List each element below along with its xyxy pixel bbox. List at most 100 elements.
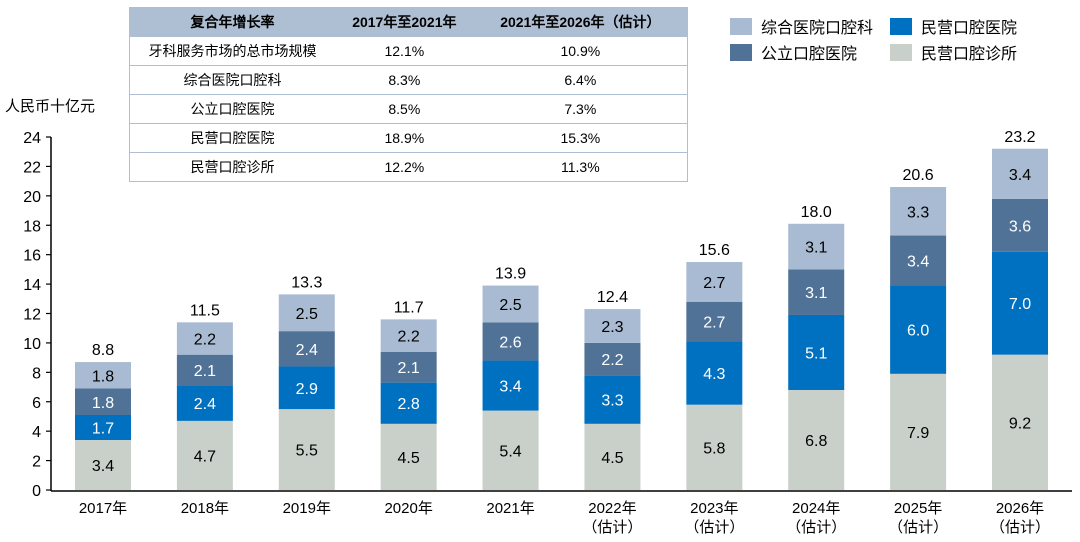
bar-value-label: 2.6 bbox=[499, 334, 521, 351]
bar-segment bbox=[380, 319, 437, 352]
cagr-table: 复合年增长率 2017年至2021年 2021年至2026年（估计） 牙科服务市… bbox=[129, 7, 688, 182]
x-tick-label: 2025年 bbox=[894, 500, 942, 517]
legend-label: 民营口腔诊所 bbox=[921, 46, 1018, 63]
y-tick-label: 24 bbox=[23, 130, 41, 147]
bar-value-label: 6.0 bbox=[907, 323, 929, 340]
x-tick-label: 2026年 bbox=[996, 500, 1044, 517]
legend-label: 民营口腔医院 bbox=[921, 20, 1018, 37]
y-tick-label: 6 bbox=[32, 395, 41, 412]
bar-value-label: 5.1 bbox=[805, 345, 827, 362]
bar-value-label: 2.4 bbox=[296, 342, 318, 359]
bar-segment bbox=[686, 301, 743, 342]
bar-total-label: 15.6 bbox=[699, 242, 730, 259]
cagr-row-label: 牙科服务市场的总市场规模 bbox=[129, 37, 335, 66]
x-tick-label: 2018年 bbox=[181, 500, 229, 517]
cagr-header-cell: 2017年至2021年 bbox=[335, 7, 474, 37]
cagr-row-label: 民营口腔医院 bbox=[129, 123, 335, 153]
cagr-table-row: 民营口腔医院 18.9% 15.3% bbox=[129, 123, 688, 153]
bar-segment bbox=[686, 404, 743, 490]
bar-value-label: 1.7 bbox=[92, 420, 114, 437]
bar-segment bbox=[380, 351, 437, 383]
bar-segment bbox=[176, 354, 233, 386]
bar-value-label: 3.4 bbox=[92, 458, 114, 475]
bar-segment bbox=[176, 322, 233, 355]
cagr-table-header-row: 复合年增长率 2017年至2021年 2021年至2026年（估计） bbox=[129, 7, 688, 37]
x-tick-label: 2019年 bbox=[283, 500, 331, 517]
bar-segment bbox=[75, 414, 131, 440]
y-tick-label: 20 bbox=[23, 189, 41, 206]
bar-segment bbox=[686, 341, 743, 405]
bar-segment bbox=[890, 285, 947, 374]
cagr-row-label: 综合医院口腔科 bbox=[129, 65, 335, 95]
bar-value-label: 5.8 bbox=[703, 440, 725, 457]
bar-segment bbox=[992, 251, 1048, 355]
bar-total-label: 12.4 bbox=[597, 289, 628, 306]
bar-segment bbox=[584, 342, 641, 376]
bar-segment bbox=[278, 331, 335, 367]
bar-total-label: 11.7 bbox=[394, 299, 424, 316]
bar-segment bbox=[75, 439, 131, 490]
bar-segment bbox=[992, 198, 1048, 252]
cagr-header-cell: 复合年增长率 bbox=[129, 7, 335, 37]
y-tick-label: 22 bbox=[23, 159, 41, 176]
bar-value-label: 2.2 bbox=[398, 329, 420, 346]
bar-segment bbox=[890, 187, 947, 236]
bar-segment bbox=[380, 382, 437, 424]
bar-value-label: 5.4 bbox=[499, 443, 521, 460]
bar-total-label: 13.9 bbox=[495, 266, 526, 283]
cagr-value: 6.4% bbox=[473, 65, 688, 95]
x-tick-note: （估计） bbox=[684, 519, 744, 536]
cagr-value: 11.3% bbox=[473, 152, 688, 182]
legend-swatch bbox=[730, 43, 752, 61]
cagr-table-row: 公立口腔医院 8.5% 7.3% bbox=[129, 94, 688, 124]
bar-total-label: 18.0 bbox=[801, 204, 832, 221]
bar-value-label: 2.1 bbox=[194, 363, 216, 380]
bar-value-label: 3.4 bbox=[1009, 167, 1031, 184]
bar-value-label: 2.5 bbox=[499, 297, 521, 314]
bar-total-label: 11.5 bbox=[190, 302, 220, 319]
cagr-table-row: 民营口腔诊所 12.2% 11.3% bbox=[129, 152, 688, 182]
bar-value-label: 2.1 bbox=[398, 360, 420, 377]
y-tick-label: 12 bbox=[23, 307, 41, 324]
bar-value-label: 3.3 bbox=[907, 204, 929, 221]
bar-value-label: 2.3 bbox=[601, 319, 623, 336]
bar-value-label: 3.4 bbox=[907, 254, 929, 271]
bar-value-label: 3.3 bbox=[601, 393, 623, 410]
bar-segment bbox=[75, 388, 131, 415]
bar-segment bbox=[584, 309, 641, 343]
bar-segment bbox=[584, 375, 641, 424]
y-tick-label: 16 bbox=[23, 248, 41, 265]
bar-segment bbox=[788, 314, 845, 390]
bar-value-label: 5.5 bbox=[296, 443, 318, 460]
bar-value-label: 2.5 bbox=[296, 306, 318, 323]
x-tick-label: 2020年 bbox=[384, 500, 432, 517]
bar-value-label: 2.7 bbox=[703, 275, 725, 292]
x-tick-note: （估计） bbox=[888, 519, 948, 536]
cagr-value: 18.9% bbox=[335, 123, 474, 153]
y-tick-label: 18 bbox=[23, 218, 41, 235]
bar-value-label: 1.8 bbox=[92, 368, 114, 385]
bar-value-label: 4.3 bbox=[703, 366, 725, 383]
bar-value-label: 2.4 bbox=[194, 396, 216, 413]
y-tick-label: 4 bbox=[32, 424, 41, 441]
bar-value-label: 7.0 bbox=[1009, 296, 1031, 313]
bar-value-label: 4.5 bbox=[601, 450, 623, 467]
bar-segment bbox=[890, 235, 947, 286]
bar-segment bbox=[890, 373, 947, 490]
bar-segment bbox=[992, 148, 1048, 199]
bar-value-label: 3.6 bbox=[1009, 218, 1031, 235]
bar-value-label: 2.8 bbox=[398, 396, 420, 413]
bar-total-label: 13.3 bbox=[291, 274, 322, 291]
y-tick-label: 10 bbox=[23, 336, 41, 353]
cagr-table-row: 综合医院口腔科 8.3% 6.4% bbox=[129, 65, 688, 95]
bar-total-label: 8.8 bbox=[92, 342, 114, 359]
cagr-value: 10.9% bbox=[473, 37, 688, 66]
y-tick-label: 14 bbox=[23, 277, 41, 294]
legend-item: 民营口腔诊所 bbox=[890, 40, 1017, 64]
bar-total-label: 20.6 bbox=[903, 167, 934, 184]
bar-segment bbox=[75, 362, 131, 389]
legend-swatch bbox=[890, 43, 912, 61]
bar-segment bbox=[176, 420, 233, 490]
legend-label: 综合医院口腔科 bbox=[761, 20, 874, 37]
x-tick-label: 2017年 bbox=[79, 500, 127, 517]
